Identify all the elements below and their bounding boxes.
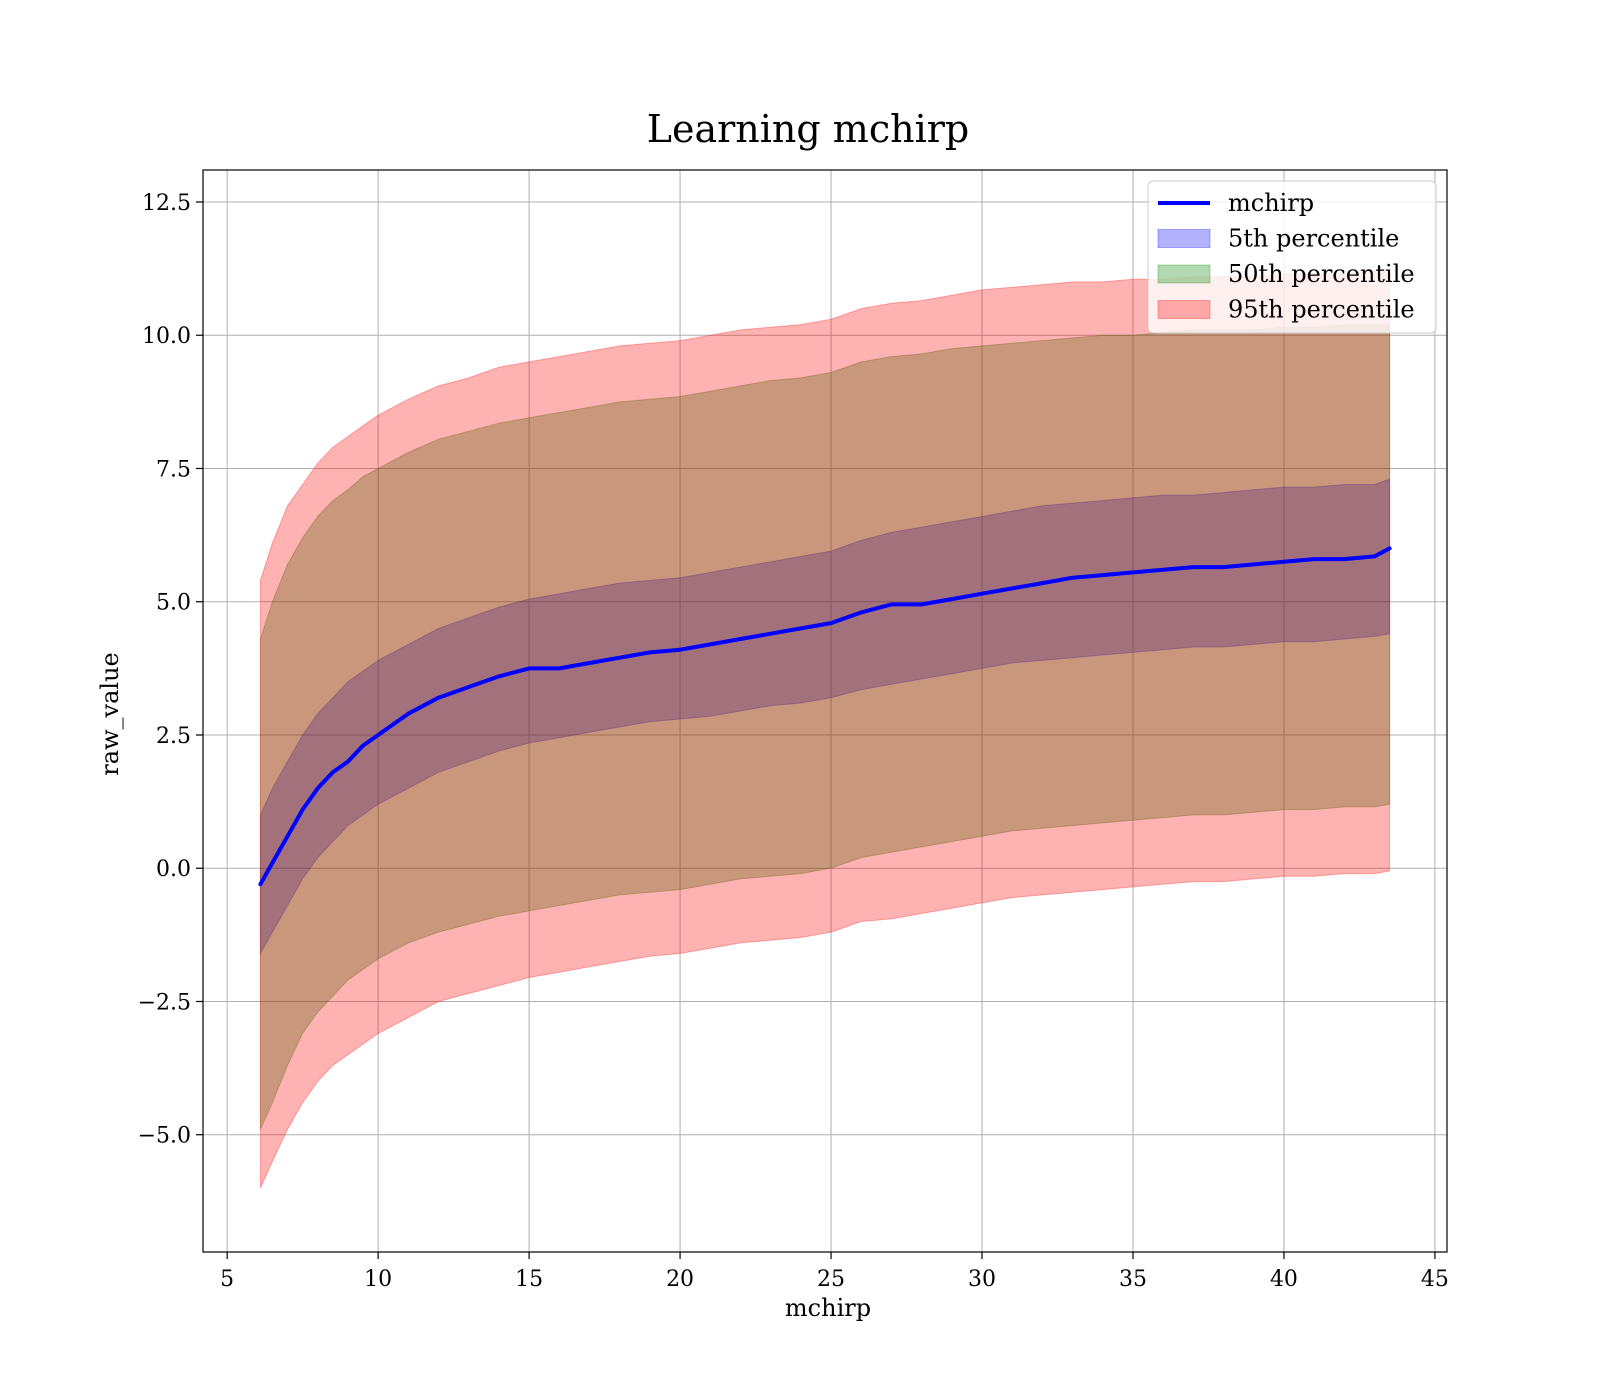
- x-tick-label: 20: [666, 1267, 694, 1292]
- series-lines: [258, 546, 1392, 887]
- legend-swatch-50th-percentile: [1157, 264, 1211, 284]
- legend-label-5th-percentile: 5th percentile: [1228, 225, 1399, 253]
- series-line-mchirp: [258, 546, 1392, 887]
- legend: mchirp 5th percentile 50th percentile 95th …: [1147, 180, 1437, 334]
- legend-label-50th-percentile: 50th percentile: [1228, 260, 1415, 288]
- x-tick-label: 40: [1270, 1267, 1298, 1292]
- x-axis-ticks: 5 10 15 20 25 30 35 40 45: [220, 1252, 1449, 1292]
- x-tick-label: 25: [817, 1267, 845, 1292]
- legend-label-mchirp: mchirp: [1228, 189, 1314, 217]
- band-50th-percentile: [259, 324, 1391, 1130]
- legend-swatch-95th-percentile: [1157, 300, 1211, 319]
- x-tick-label: 35: [1119, 1267, 1147, 1292]
- y-axis-ticks: −5.0 −2.5 0.0 2.5 5.0 7.5 10.0 12.5: [138, 191, 203, 1149]
- band-95th-percentile: [259, 270, 1391, 1189]
- legend-label-95th-percentile: 95th percentile: [1228, 296, 1415, 324]
- legend-box: [1147, 180, 1437, 334]
- y-tick-label: 7.5: [156, 457, 191, 482]
- y-tick-label: −5.0: [138, 1124, 191, 1149]
- x-tick-label: 30: [968, 1267, 996, 1292]
- y-tick-label: 5.0: [156, 591, 191, 616]
- x-tick-label: 45: [1421, 1267, 1449, 1292]
- x-tick-label: 10: [364, 1267, 392, 1292]
- y-tick-label: −2.5: [138, 990, 191, 1015]
- x-axis-label: mchirp: [785, 1294, 871, 1322]
- y-tick-label: 0.0: [156, 857, 191, 882]
- grid: [203, 170, 1447, 1252]
- legend-swatch-5th-percentile: [1157, 229, 1211, 248]
- band-5th-percentile: [259, 478, 1391, 956]
- y-tick-label: 2.5: [156, 724, 191, 749]
- y-axis-label: raw_value: [96, 652, 124, 776]
- y-tick-label: 12.5: [142, 191, 191, 216]
- percentile-bands: [259, 270, 1391, 1189]
- chart-title: Learning mchirp: [647, 107, 969, 151]
- y-tick-label: 10.0: [142, 324, 191, 349]
- x-tick-label: 15: [515, 1267, 543, 1292]
- x-tick-label: 5: [220, 1267, 234, 1292]
- plot-frame: [202, 169, 1448, 1253]
